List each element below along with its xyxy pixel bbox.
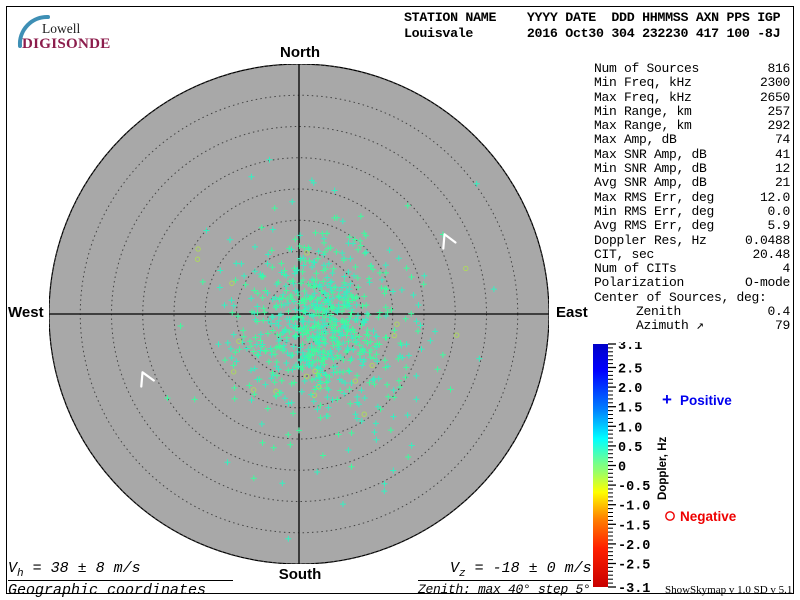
- svg-text:Positive: Positive: [680, 393, 732, 408]
- svg-text:+: +: [662, 390, 672, 409]
- svg-text:2.0: 2.0: [618, 382, 642, 397]
- svg-text:1.0: 1.0: [618, 421, 642, 436]
- svg-text:-1.0: -1.0: [618, 500, 650, 515]
- svg-text:-2.0: -2.0: [618, 539, 650, 554]
- svg-text:0: 0: [618, 461, 626, 476]
- svg-text:0.5: 0.5: [618, 441, 642, 456]
- svg-text:2.5: 2.5: [618, 363, 642, 378]
- svg-text:-3.1: -3.1: [618, 582, 650, 597]
- svg-text:Negative: Negative: [680, 509, 737, 524]
- svg-text:3.1: 3.1: [618, 342, 642, 354]
- svg-text:-2.5: -2.5: [618, 559, 650, 574]
- svg-text:Lowell: Lowell: [42, 21, 80, 36]
- svg-text:1.5: 1.5: [618, 402, 642, 417]
- svg-text:DIGISONDE: DIGISONDE: [22, 36, 111, 52]
- svg-text:-1.5: -1.5: [618, 519, 650, 534]
- svg-text:-0.5: -0.5: [618, 480, 650, 495]
